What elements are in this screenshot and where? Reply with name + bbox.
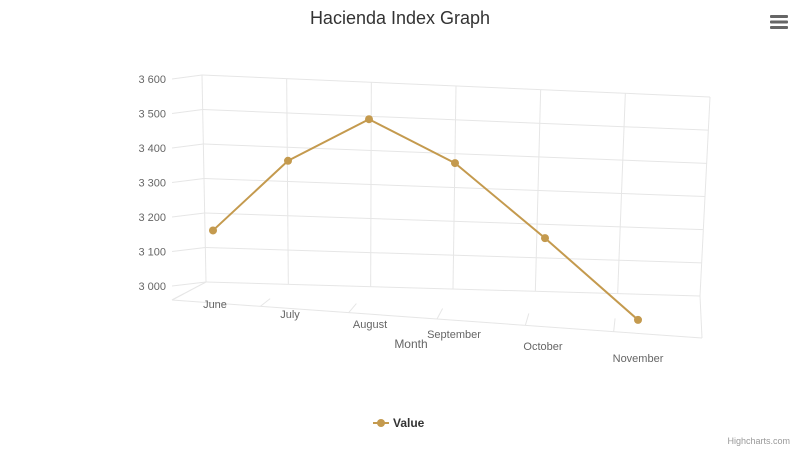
x-grid-line — [370, 82, 372, 287]
y-tick-label: 3 500 — [138, 109, 166, 121]
y-tick-label: 3 600 — [138, 74, 166, 86]
x-grid-line — [699, 96, 711, 297]
floor-tick — [613, 318, 616, 332]
y-tick-label: 3 200 — [138, 212, 166, 224]
legend-item-value[interactable]: Value — [373, 416, 425, 430]
y-axis-ticks: 3 000 3 100 3 200 3 300 3 400 3 500 3 600 — [138, 74, 166, 293]
x-tick-label: June — [203, 299, 227, 311]
x-axis-title: Month — [394, 337, 427, 351]
credits-link[interactable]: Highcharts.com — [727, 436, 790, 446]
hamburger-menu-icon — [770, 15, 788, 29]
data-point-july[interactable] — [284, 156, 292, 165]
y-grid-side-line — [171, 212, 205, 218]
y-grid-side-line — [171, 178, 205, 183]
menu-button[interactable] — [766, 10, 792, 34]
y-tick-label: 3 400 — [138, 143, 166, 155]
chart-title: Hacienda Index Graph — [310, 8, 490, 28]
legend-symbol-marker — [377, 419, 385, 427]
data-point-august[interactable] — [365, 115, 373, 124]
y-grid-side-line — [171, 109, 203, 114]
y-grid-side-line — [171, 143, 204, 149]
x-tick-label: October — [523, 341, 562, 353]
legend-label: Value — [393, 416, 425, 430]
x-tick-label: July — [280, 309, 300, 321]
floor-tick — [171, 293, 185, 301]
x-tick-label: November — [613, 353, 664, 365]
y-tick-label: 3 100 — [138, 247, 166, 259]
y-tick-label: 3 300 — [138, 178, 166, 190]
x-grid-line — [617, 93, 626, 294]
data-point-june[interactable] — [209, 226, 217, 235]
x-grid-line — [286, 78, 289, 285]
x-tick-label: August — [353, 319, 387, 331]
series-line — [212, 118, 639, 321]
y-tick-label: 3 000 — [138, 281, 166, 293]
x-grid-line — [452, 85, 457, 290]
y-grid-side-line — [171, 281, 207, 287]
x-grid-line — [534, 89, 542, 292]
series-value — [209, 115, 642, 324]
x-axis-ticks: June July August September October November — [203, 299, 664, 365]
y-grid-side-line — [171, 247, 206, 252]
floor-tick — [436, 308, 444, 320]
floor-tick — [348, 303, 357, 313]
floor-right-edge — [699, 295, 703, 339]
floor-tick — [524, 313, 530, 326]
x-tick-label: September — [427, 329, 481, 341]
data-point-october[interactable] — [541, 234, 549, 243]
y-grid-side-line — [171, 74, 203, 80]
floor-tick — [260, 298, 271, 307]
data-point-september[interactable] — [451, 159, 459, 168]
grid — [171, 74, 711, 339]
x-grid-line — [201, 74, 207, 283]
data-point-november[interactable] — [634, 315, 642, 324]
